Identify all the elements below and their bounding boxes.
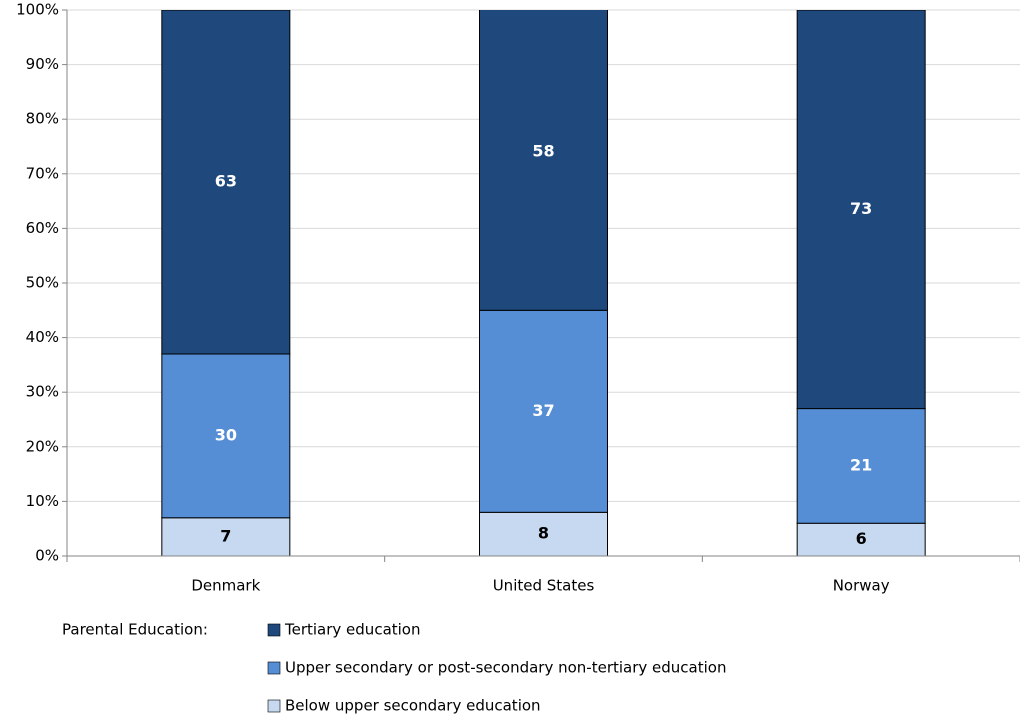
data-label: 6 bbox=[856, 529, 867, 548]
bar-segment bbox=[796, 408, 926, 524]
bar-segment bbox=[479, 10, 608, 311]
y-tick-label: 20% bbox=[26, 437, 59, 455]
data-label: 63 bbox=[215, 171, 237, 190]
legend-label: Tertiary education bbox=[284, 621, 421, 639]
y-tick-label: 10% bbox=[26, 492, 59, 510]
data-label: 58 bbox=[532, 141, 554, 160]
data-label: 8 bbox=[538, 524, 549, 543]
legend-swatch bbox=[267, 661, 281, 675]
legend-swatch bbox=[267, 699, 281, 713]
bar-segment bbox=[161, 517, 291, 556]
y-tick-label: 80% bbox=[26, 110, 59, 128]
bar-segment bbox=[479, 511, 608, 556]
y-tick-label: 40% bbox=[26, 328, 59, 346]
x-tick-label: Norway bbox=[833, 577, 890, 595]
legend-swatch bbox=[267, 623, 281, 637]
data-label: 73 bbox=[850, 199, 872, 218]
bar-segment bbox=[161, 10, 291, 355]
y-tick-label: 100% bbox=[16, 1, 59, 19]
x-tick-label: Denmark bbox=[191, 577, 260, 595]
data-label: 7 bbox=[220, 526, 231, 545]
bar-segment bbox=[796, 522, 926, 556]
y-tick-label: 30% bbox=[26, 383, 59, 401]
legend-label: Below upper secondary education bbox=[285, 697, 541, 715]
data-label: 30 bbox=[215, 425, 237, 444]
legend-title: Parental Education: bbox=[62, 621, 208, 639]
data-label: 37 bbox=[532, 401, 554, 420]
y-tick-label: 70% bbox=[26, 164, 59, 182]
y-tick-label: 60% bbox=[26, 219, 59, 237]
bar-segment bbox=[161, 353, 291, 519]
data-label: 21 bbox=[850, 455, 872, 474]
legend-label: Upper secondary or post-secondary non-te… bbox=[285, 659, 726, 677]
y-tick-label: 0% bbox=[35, 547, 59, 565]
x-tick-label: United States bbox=[493, 577, 595, 595]
y-tick-label: 50% bbox=[26, 274, 59, 292]
bar-segment bbox=[796, 10, 926, 410]
bar-segment bbox=[479, 309, 608, 513]
plot-area bbox=[161, 10, 926, 556]
y-tick-label: 90% bbox=[26, 55, 59, 73]
